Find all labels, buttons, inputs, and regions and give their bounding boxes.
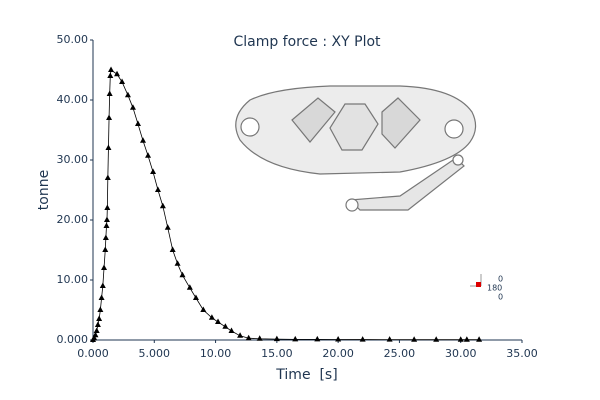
marker [359,336,366,342]
marker [98,294,105,300]
marker [101,264,108,270]
marker [134,120,141,126]
marker [200,306,207,312]
marker [107,72,114,78]
marker [108,66,115,72]
marker [215,318,222,324]
x-tick-label: 20.00 [322,347,354,360]
marker [314,335,321,342]
marker [106,90,113,96]
marker [154,186,161,192]
marker [411,336,418,342]
marker [222,323,229,329]
marker [104,204,111,210]
marker [237,332,244,338]
marker [140,137,147,143]
x-tick-label: 5.000 [139,347,171,360]
x-tick-label: 15.00 [261,347,293,360]
marker [273,335,280,342]
y-tick-label: 10.00 [57,273,89,286]
marker [99,282,106,288]
marker [96,315,103,321]
marker [256,335,263,341]
triad-label: 0 [498,293,503,302]
triad [470,274,482,287]
marker [119,78,126,84]
marker [93,327,100,333]
marker [192,294,199,300]
marker [150,168,157,174]
marker [124,91,131,98]
marker [97,306,104,312]
marker [208,314,215,320]
marker [102,234,109,240]
y-tick-label: 50.00 [57,33,89,46]
y-tick-label: 0.000 [57,333,89,346]
marker [114,70,121,77]
marker [169,246,176,252]
x-tick-label: 0.000 [77,347,109,360]
marker [386,336,393,342]
x-tick-label: 25.00 [384,347,416,360]
y-axis-label: tonne [36,170,52,210]
x-tick-label: 10.00 [200,347,232,360]
chart-title: Clamp force : XY Plot [233,34,381,50]
x-tick-label: 30.00 [445,347,477,360]
marker [102,246,109,252]
marker [103,216,110,222]
triad-label: 0 [498,275,503,284]
marker [457,336,464,342]
marker [228,327,235,333]
marker [179,271,186,278]
x-axis-label: Time [s] [275,367,337,383]
marker [106,114,113,120]
marker [104,174,111,180]
marker [433,336,440,342]
marker [292,335,299,342]
marker [164,224,171,230]
marker [103,222,110,228]
marker [91,334,98,341]
x-tick-label: 35.00 [506,347,538,360]
marker [335,336,342,342]
marker [129,104,136,110]
marker [186,284,193,290]
marker [92,331,99,338]
y-tick-label: 30.00 [57,153,89,166]
triad-label: 180 [487,284,502,293]
marker [94,321,101,327]
marker [159,202,166,209]
y-tick-label: 20.00 [57,213,89,226]
marker [245,334,252,341]
marker [476,336,483,342]
y-tick-label: 40.00 [57,93,89,106]
marker [463,336,470,342]
part-illustration [235,85,477,212]
marker [105,144,112,150]
marker [174,260,181,266]
marker [145,152,152,158]
